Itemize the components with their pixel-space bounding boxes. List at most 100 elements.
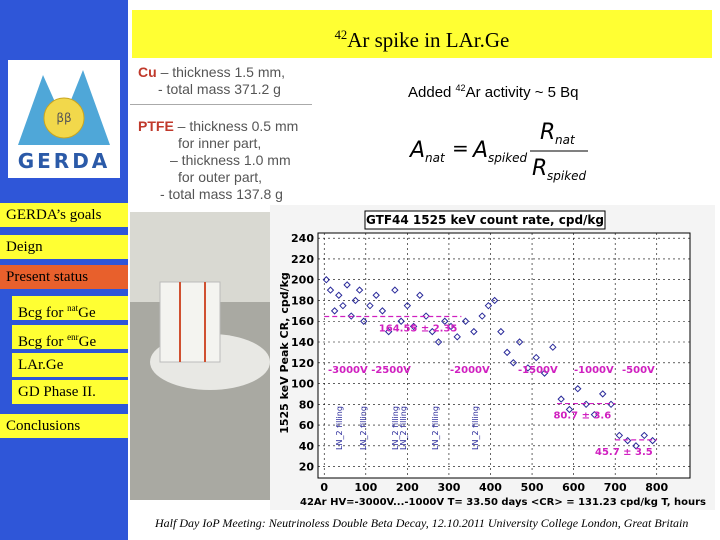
fill-label: LN_2 filling <box>471 406 480 450</box>
data-point <box>640 431 648 440</box>
activity-text: Added <box>408 84 456 101</box>
data-point <box>509 359 518 367</box>
data-point <box>447 322 455 331</box>
data-point <box>565 405 574 414</box>
data-point <box>599 390 607 398</box>
data-point <box>391 286 399 294</box>
y-tick-label: 200 <box>291 274 314 287</box>
data-point <box>557 395 565 403</box>
fill-label: LN_2 filling <box>399 406 408 450</box>
y-tick-label: 100 <box>291 378 314 391</box>
y-tick-label: 120 <box>291 357 314 370</box>
y-tick-label: 80 <box>299 398 315 411</box>
data-point <box>434 338 443 346</box>
x-tick-label: 100 <box>354 481 377 494</box>
nav-text: LAr.Ge <box>18 357 64 373</box>
cu-line: – thickness 1.5 mm, <box>160 64 286 80</box>
activity: Added 42Ar activity ~ 5 Bq <box>408 83 579 101</box>
data-point <box>470 327 478 336</box>
x-tick-label: 0 <box>320 481 328 494</box>
data-point <box>478 312 486 320</box>
y-tick-label: 40 <box>299 440 315 453</box>
logo: ββ GERDA <box>8 60 120 178</box>
data-point <box>490 296 499 305</box>
nav-text: enr <box>67 332 79 342</box>
activity-sup: 42 <box>455 83 466 93</box>
plot-title-box <box>364 210 606 230</box>
plot: GTF44 1525 keV count rate, cpd/kg 1525 k… <box>270 205 715 510</box>
data-point <box>372 291 380 299</box>
nav-item[interactable]: LAr.Ge <box>12 353 128 377</box>
data-point <box>384 327 393 336</box>
hv-label: -1500V <box>518 365 558 376</box>
nav-text: Ge <box>78 334 97 350</box>
y-label: 1525 keV Peak CR, cpd/kg <box>278 272 291 434</box>
nav-text: Ge <box>78 305 96 321</box>
data-point <box>397 317 405 325</box>
data-point <box>351 296 360 305</box>
y-tick-label: 220 <box>291 253 314 266</box>
nav-item[interactable]: Conclusions <box>0 414 128 438</box>
fill-label: LN_2 filling <box>391 406 400 450</box>
fit-label: 45.7 ± 3.5 <box>595 447 653 458</box>
fill-label: LN_2 filling <box>431 406 440 450</box>
y-tick-label: 60 <box>299 419 315 432</box>
data-point <box>330 307 339 315</box>
nav-text: nat <box>67 303 79 313</box>
hv-label: -1000V <box>574 365 614 376</box>
data-point <box>339 301 347 310</box>
cu-line: - total mass 371.2 g <box>158 81 281 97</box>
nav-text: Present status <box>6 269 89 285</box>
nav-text: GD Phase II. <box>18 384 96 400</box>
x-label: 42Ar HV=-3000V...-1000V T= 33.50 days <C… <box>300 497 706 508</box>
nav-item[interactable]: GD Phase II. <box>12 380 128 404</box>
nav-item[interactable]: Deign <box>0 235 128 259</box>
flower <box>43 97 85 139</box>
y-tick-label: 20 <box>299 461 315 474</box>
photo-cylinder <box>159 281 221 363</box>
footer: Half Day IoP Meeting: Neutrinoless Doubl… <box>155 516 689 530</box>
data-point <box>322 276 331 284</box>
data-point <box>497 327 505 336</box>
nav-item[interactable]: GERDA’s goals <box>0 203 128 227</box>
data-point <box>378 307 387 315</box>
data-point <box>540 369 549 377</box>
hv-label: -2000V <box>450 365 490 376</box>
nav-item[interactable]: Bcg for enrGe <box>12 325 128 350</box>
cu-name: Cu <box>138 64 157 80</box>
nav-text: Conclusions <box>6 418 81 434</box>
slide-title: 42Ar spike in LAr.Ge <box>132 10 712 58</box>
mountains <box>18 70 110 145</box>
data-point <box>416 291 424 299</box>
data-point <box>461 317 470 325</box>
nav-text: Bcg for <box>18 305 68 321</box>
x-tick-label: 700 <box>604 481 627 494</box>
data-point <box>347 312 355 320</box>
formula-sub: nat <box>425 151 446 165</box>
fit-label: 80.7 ± 3.6 <box>553 411 611 422</box>
data-point <box>355 286 364 294</box>
nav-item[interactable]: Bcg for natGe <box>12 296 128 321</box>
y-tick-label: 180 <box>291 294 314 307</box>
data-point <box>409 322 418 331</box>
data-point <box>441 317 449 325</box>
data-point <box>632 442 640 450</box>
formula-sub: nat <box>555 133 576 147</box>
data-point <box>590 410 599 419</box>
formula-sym: R <box>532 156 547 181</box>
x-tick-label: 200 <box>396 481 419 494</box>
y-tick-label: 140 <box>291 336 314 349</box>
data-point <box>343 281 351 289</box>
data-point <box>428 327 437 336</box>
data-point <box>484 301 493 310</box>
x-tick-label: 800 <box>645 481 668 494</box>
y-tick-label: 240 <box>291 232 314 245</box>
ptfe-line: for outer part, <box>178 169 263 185</box>
y-tick-label: 160 <box>291 315 314 328</box>
nav-text: Deign <box>6 239 43 255</box>
activity-text: Ar activity ~ 5 Bq <box>465 84 579 101</box>
data-point <box>453 333 461 341</box>
x-tick-label: 600 <box>562 481 585 494</box>
nav-item[interactable]: Present status <box>0 265 128 289</box>
